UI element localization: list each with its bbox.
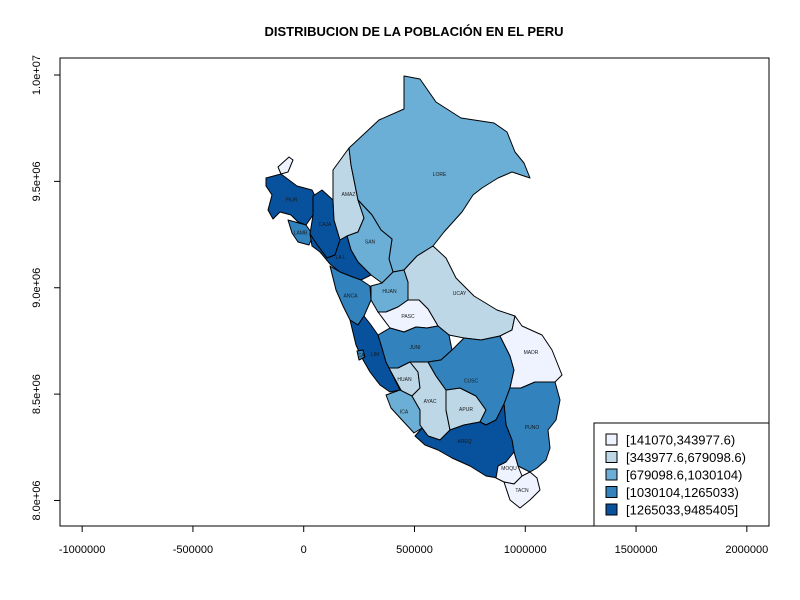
y-tick-label: 8.5e+06 [31, 374, 43, 414]
y-tick-label: 9.0e+06 [31, 268, 43, 308]
x-tick-label: 2000000 [725, 544, 768, 556]
region-labels: PIUR LAMB CAJA AMAZ LORE SAN LA L ANCA HUAN UCAY P… [286, 172, 540, 494]
region-label: LA L [335, 255, 345, 261]
region-label: TACN [515, 488, 529, 494]
legend-entry: [1030104,1265033) [626, 485, 739, 500]
region-label: AREQ [457, 439, 471, 445]
region-lal [309, 233, 372, 281]
y-tick-label: 1.0e+07 [31, 55, 43, 95]
region-label: MADR [524, 350, 539, 356]
region-label: HUAN [397, 377, 412, 383]
peru-map [265, 75, 563, 509]
region-label: CUSC [464, 379, 479, 385]
region-label: LIM [371, 352, 379, 358]
region-label: CA [358, 353, 366, 359]
x-tick-label: 0 [301, 544, 307, 556]
region-label: UCAY [453, 291, 467, 297]
region-label: AMAZ [342, 192, 356, 198]
region-areq [414, 403, 515, 479]
legend: [141070,343977.6) [343977.6,679098.6) [679… [593, 422, 770, 527]
region-madr [499, 315, 563, 389]
x-tick-label: 1500000 [615, 544, 658, 556]
region-lamb [287, 219, 314, 246]
region-tacn [503, 471, 541, 509]
x-tick-label: 500000 [396, 544, 433, 556]
x-tick-label: -500000 [173, 544, 213, 556]
legend-entry: [1265033,9485405] [626, 503, 738, 518]
map-title: DISTRIBUCION DE LA POBLACIÓN EN EL PERU [264, 24, 563, 39]
region-label: ICA [400, 410, 409, 416]
legend-entry: [343977.6,679098.6) [626, 450, 746, 465]
x-tick-label: 1000000 [504, 544, 547, 556]
region-tumb [277, 156, 294, 175]
region-label: HUAN [382, 289, 397, 295]
region-label: AYAC [424, 399, 437, 405]
region-label: CAJA [319, 222, 332, 228]
legend-entry: [141070,343977.6) [626, 433, 735, 448]
region-label: PIUR [286, 198, 298, 204]
legend-swatch [605, 433, 618, 446]
region-label: LAMB [294, 231, 308, 237]
region-label: MOQU [501, 466, 517, 472]
legend-swatch [605, 451, 618, 463]
region-call [356, 349, 366, 361]
region-anca [329, 265, 372, 326]
y-tick-label: 8.0e+06 [31, 480, 43, 520]
x-axis: -1000000 -500000 0 500000 1000000 1500000 2000… [59, 525, 768, 556]
y-axis: 8.0e+06 8.5e+06 9.0e+06 9.5e+06 1.0e+07 [31, 55, 61, 521]
region-piur [265, 173, 318, 226]
region-label: PUNO [525, 425, 540, 431]
x-tick-label: -1000000 [59, 544, 106, 556]
region-label: JUNI [409, 345, 420, 351]
y-tick-label: 9.5e+06 [31, 161, 43, 201]
region-label: SAN [365, 240, 376, 246]
legend-swatch [605, 486, 618, 498]
region-label: LORE [433, 172, 447, 178]
legend-box [593, 422, 770, 527]
legend-swatch [605, 468, 618, 481]
region-label: PASC [401, 314, 415, 320]
region-label: APUR [459, 407, 473, 413]
legend-swatch [605, 503, 618, 516]
legend-entry: [679098.6,1030104) [626, 468, 742, 483]
region-label: ANCA [344, 294, 359, 300]
